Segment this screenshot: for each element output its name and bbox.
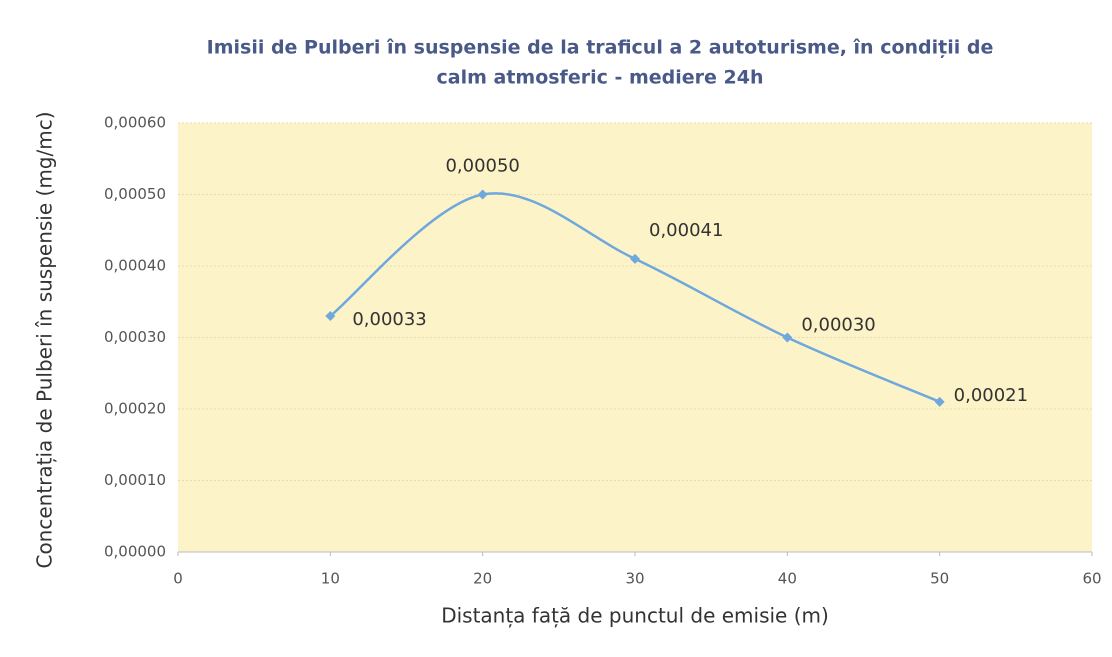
x-axis-label: Distanța față de punctul de emisie (m) bbox=[441, 604, 829, 628]
y-tick-label: 0,00040 bbox=[104, 257, 166, 275]
data-label: 0,00033 bbox=[352, 309, 426, 330]
y-tick-label: 0,00030 bbox=[104, 328, 166, 346]
data-label: 0,00041 bbox=[649, 220, 723, 241]
marker bbox=[477, 189, 488, 200]
y-tick-label: 0,00000 bbox=[104, 543, 166, 561]
x-tick-label: 50 bbox=[930, 570, 949, 588]
marker bbox=[630, 253, 640, 264]
y-tick-label: 0,00020 bbox=[104, 400, 166, 418]
x-tick-label: 30 bbox=[625, 570, 644, 588]
marker bbox=[782, 332, 793, 343]
x-tick-label: 60 bbox=[1082, 570, 1101, 588]
x-tick-label: 0 bbox=[173, 570, 183, 588]
y-tick-label: 0,00010 bbox=[104, 471, 166, 489]
y-tick-label: 0,00050 bbox=[104, 185, 166, 203]
chart-title: Imisii de Pulberi în suspensie de la tra… bbox=[207, 37, 994, 59]
data-label: 0,00050 bbox=[445, 156, 519, 177]
x-tick-label: 10 bbox=[321, 570, 340, 588]
y-tick-label: 0,00060 bbox=[104, 114, 166, 132]
marker bbox=[934, 396, 945, 407]
x-tick-label: 20 bbox=[473, 570, 492, 588]
marker bbox=[325, 311, 336, 322]
x-tick-label: 40 bbox=[778, 570, 797, 588]
chart-title: calm atmosferic - mediere 24h bbox=[436, 67, 763, 89]
data-label: 0,00021 bbox=[954, 385, 1028, 406]
y-axis-label: Concentrația de Pulberi în suspensie (mg… bbox=[33, 111, 57, 568]
data-label: 0,00030 bbox=[801, 315, 875, 336]
